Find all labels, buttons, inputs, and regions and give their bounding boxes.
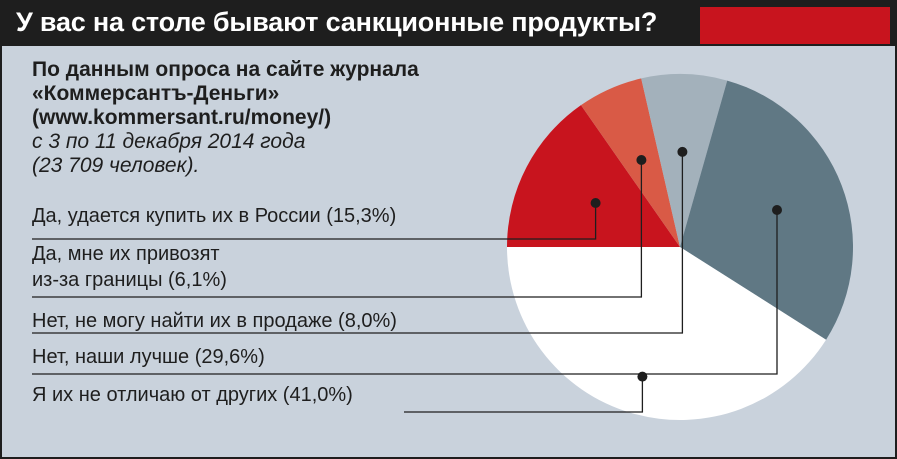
leader-dot bbox=[637, 371, 648, 382]
leader-dot bbox=[677, 146, 688, 157]
legend-label: Я их не отличаю от других (41,0%) bbox=[32, 384, 353, 406]
header-bar: У вас на столе бывают санкционные продук… bbox=[2, 2, 895, 46]
leader-line bbox=[32, 203, 597, 240]
leader-dot bbox=[636, 155, 647, 165]
survey-source: По данным опроса на сайте журнала «Комме… bbox=[32, 58, 419, 178]
source-line-1: По данным опроса на сайте журнала bbox=[32, 58, 419, 81]
leader-dot bbox=[590, 198, 601, 208]
legend-label: из-за границы (6,1%) bbox=[32, 269, 227, 291]
leader-dot bbox=[772, 205, 782, 215]
legend-label: Да, мне их привозят bbox=[32, 243, 220, 265]
leader-line bbox=[32, 160, 643, 298]
leader-line bbox=[32, 151, 684, 334]
legend-label: Нет, не могу найти их в продаже (8,0%) bbox=[32, 310, 397, 332]
pie-slices bbox=[507, 74, 854, 421]
page-title: У вас на столе бывают санкционные продук… bbox=[16, 7, 658, 37]
legend-leaders bbox=[32, 146, 782, 413]
source-line-4: с 3 по 11 декабря 2014 года bbox=[32, 130, 306, 153]
source-line-2: «Коммерсантъ-Деньги» bbox=[32, 82, 280, 105]
legend-label: Нет, наши лучше (29,6%) bbox=[32, 346, 265, 368]
pie-slice bbox=[680, 80, 854, 340]
source-line-3: (www.kommersant.ru/money/) bbox=[32, 106, 332, 129]
leader-line bbox=[32, 210, 778, 375]
legend-labels: Да, удается купить их в России (15,3%) Да… bbox=[32, 205, 397, 406]
source-line-5: (23 709 человек). bbox=[32, 154, 200, 177]
leader-line bbox=[404, 376, 644, 413]
pie-slice bbox=[641, 74, 728, 247]
header-accent-block bbox=[700, 7, 890, 44]
legend-label: Да, удается купить их в России (15,3%) bbox=[32, 205, 396, 227]
pie-slice bbox=[507, 105, 680, 248]
pie-slice bbox=[580, 78, 680, 247]
